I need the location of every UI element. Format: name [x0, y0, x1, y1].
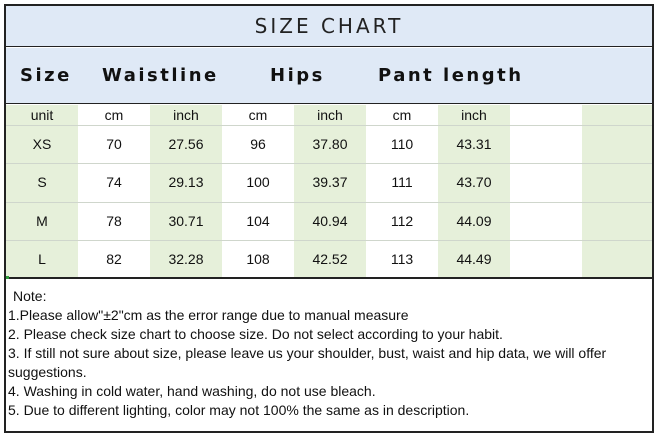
- measurement-cell: 43.70: [456, 174, 492, 191]
- size-label-cell: XS: [32, 136, 52, 153]
- measurement-cell: [510, 202, 582, 240]
- measurement-cell: [510, 240, 582, 278]
- measurement-cell: 37.80: [312, 136, 348, 153]
- unit-cell: cm: [392, 107, 412, 123]
- header-hips: Hips: [270, 65, 325, 86]
- size-table: unit cm inch cm inch cm inch XS 70 27.56 96 37.80 11…: [6, 105, 652, 278]
- measurement-cell: [510, 125, 582, 163]
- note-line-3: 3. If still not sure about size, please …: [8, 345, 607, 380]
- measurement-cell: [582, 240, 652, 278]
- table-column: [582, 105, 652, 278]
- table-bottom-border: [6, 277, 652, 279]
- table-column: [510, 105, 582, 278]
- measurement-cell: 40.94: [312, 212, 348, 229]
- table-column: [78, 105, 150, 278]
- measurement-cell: 29.13: [168, 174, 204, 191]
- table-column: [438, 105, 510, 278]
- measurement-cell: 44.09: [456, 212, 492, 229]
- header-waistline: Waistline: [102, 65, 219, 86]
- note-line-1: 1.Please allow"±2"cm as the error range …: [8, 307, 409, 323]
- note-line-2: 2. Please check size chart to choose siz…: [8, 326, 503, 342]
- measurement-cell: [582, 163, 652, 201]
- notes-heading: Note:: [13, 288, 47, 304]
- measurement-cell: 82: [106, 250, 122, 267]
- table-column: [222, 105, 294, 278]
- note-line-5: 5. Due to different lighting, color may …: [8, 402, 470, 418]
- row-divider: [6, 125, 652, 126]
- measurement-cell: 113: [390, 250, 414, 267]
- unit-cell: inch: [317, 107, 343, 123]
- unit-label: unit: [30, 107, 54, 123]
- measurement-cell: [582, 202, 652, 240]
- title-bar: SIZE CHART: [4, 4, 654, 47]
- measurement-cell: 111: [391, 174, 413, 191]
- measurement-cell: 30.71: [168, 212, 204, 229]
- measurement-cell: 70: [106, 136, 122, 153]
- measurement-cell: 100: [246, 174, 270, 191]
- measurement-cell: 104: [246, 212, 270, 229]
- row-divider: [6, 163, 652, 165]
- unit-cell: cm: [248, 107, 268, 123]
- row-divider: [6, 201, 652, 203]
- measurement-cell: 78: [106, 212, 122, 229]
- measurement-cell: 96: [250, 136, 266, 153]
- unit-cell: inch: [461, 107, 487, 123]
- size-label-cell: M: [36, 212, 48, 229]
- notes-section: Note: 1.Please allow"±2"cm as the error …: [6, 287, 648, 420]
- size-label-cell: L: [38, 250, 46, 267]
- measurement-cell: 74: [106, 174, 122, 191]
- unit-cell: inch: [173, 107, 199, 123]
- measurement-cell: 27.56: [168, 136, 204, 153]
- measurement-cell: [582, 125, 652, 163]
- size-label-cell: S: [37, 174, 47, 191]
- measurement-cell: 44.49: [456, 250, 492, 267]
- header-size: Size: [20, 65, 72, 86]
- measurement-cell: 39.37: [312, 174, 348, 191]
- row-divider: [6, 239, 652, 241]
- header-row: Size Waistline Hips Pant length: [6, 48, 652, 104]
- header-pant-length: Pant length: [378, 65, 524, 86]
- table-column: [366, 105, 438, 278]
- measurement-cell: 42.52: [312, 250, 348, 267]
- chart-title: SIZE CHART: [254, 14, 404, 38]
- table-column: [150, 105, 222, 278]
- measurement-cell: 110: [390, 136, 414, 153]
- unit-cell: [510, 105, 582, 125]
- unit-cell: [582, 105, 652, 125]
- unit-cell: cm: [104, 107, 124, 123]
- measurement-cell: 108: [246, 250, 270, 267]
- measurement-cell: 43.31: [456, 136, 492, 153]
- note-line-4: 4. Washing in cold water, hand washing, …: [8, 383, 376, 399]
- measurement-cell: 112: [390, 212, 414, 229]
- table-column: [6, 105, 78, 278]
- measurement-cell: [510, 163, 582, 201]
- table-column: [294, 105, 366, 278]
- corner-marker: [6, 276, 9, 279]
- measurement-cell: 32.28: [168, 250, 204, 267]
